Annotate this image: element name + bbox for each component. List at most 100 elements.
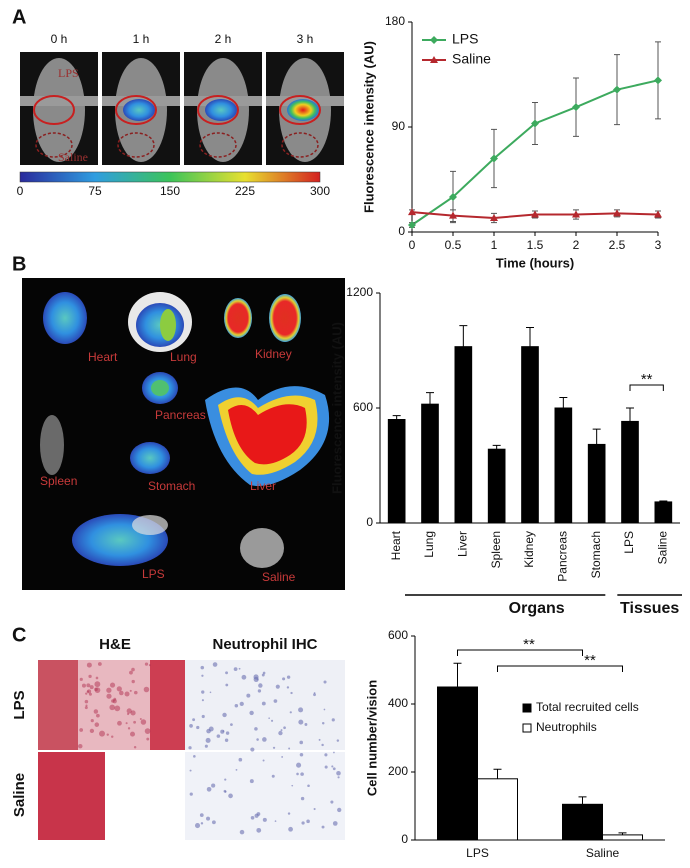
group-label: Organs — [509, 600, 565, 617]
texture — [94, 722, 100, 727]
legend-label: Neutrophils — [536, 720, 597, 734]
texture — [84, 706, 88, 710]
texture — [250, 815, 255, 820]
error-bar — [526, 327, 534, 347]
texture — [196, 725, 200, 730]
y-tick-label: 0 — [401, 832, 408, 846]
texture — [109, 682, 116, 688]
x-tick-label: Pancreas — [556, 531, 570, 582]
texture — [96, 713, 100, 718]
texture — [332, 821, 338, 826]
time-label: 0 h — [51, 32, 68, 46]
panel-label: B — [12, 253, 26, 275]
data-point — [613, 209, 621, 217]
legend-marker — [430, 56, 438, 63]
texture — [291, 784, 294, 787]
signal — [123, 99, 155, 121]
texture — [131, 667, 135, 672]
texture — [239, 701, 244, 706]
y-axis-label: Fluorescence intensity (AU) — [329, 322, 344, 494]
texture — [238, 757, 243, 762]
data-point — [408, 221, 416, 229]
texture — [188, 746, 192, 750]
data-point — [531, 119, 539, 128]
data-point — [654, 210, 662, 218]
data-point — [531, 210, 539, 218]
significance-label: ** — [641, 371, 653, 388]
texture — [336, 770, 341, 776]
bar — [387, 419, 406, 524]
data-point — [449, 193, 457, 201]
texture — [282, 677, 286, 681]
x-axis-label: Time (hours) — [496, 255, 575, 270]
x-tick-label: 3 — [655, 238, 662, 252]
y-axis-label: Cell number/vision — [364, 680, 379, 796]
texture — [300, 772, 304, 776]
group-label: Tissues — [620, 600, 679, 617]
texture — [86, 683, 91, 688]
texture — [287, 812, 291, 815]
error-bar — [618, 832, 627, 835]
x-tick-label: LPS — [622, 531, 636, 554]
texture — [331, 765, 334, 768]
texture — [85, 704, 88, 707]
texture — [131, 679, 135, 684]
y-tick-label: 400 — [388, 696, 408, 710]
texture — [234, 704, 239, 708]
texture — [262, 737, 267, 742]
error-bar — [559, 396, 568, 408]
texture — [288, 747, 291, 750]
texture — [94, 681, 101, 688]
texture — [139, 717, 142, 720]
texture — [281, 756, 284, 758]
texture — [106, 687, 112, 693]
texture — [256, 738, 259, 741]
texture — [127, 727, 131, 730]
organ-image: Heart Lung Kidney Pancreas Spleen Stomac… — [22, 278, 345, 590]
texture — [286, 675, 291, 679]
texture — [230, 723, 233, 727]
texture — [222, 730, 225, 732]
texture — [114, 705, 121, 712]
significance-bracket — [497, 665, 623, 672]
texture — [208, 726, 214, 732]
texture — [84, 699, 89, 704]
bar — [602, 834, 643, 841]
panel-label: C — [12, 624, 26, 646]
texture — [206, 816, 211, 821]
texture — [116, 686, 122, 692]
y-tick-label: 0 — [366, 515, 373, 529]
image-label: LPS — [58, 66, 79, 80]
texture — [193, 755, 196, 758]
texture — [204, 744, 208, 748]
x-tick-label: Kidney — [522, 531, 536, 568]
y-tick-label: 180 — [385, 14, 405, 28]
histology: H&E Neutrophil IHC LPS Saline — [11, 636, 345, 840]
texture — [130, 731, 136, 737]
texture — [144, 728, 151, 734]
texture — [330, 800, 334, 804]
texture — [222, 712, 227, 718]
data-point — [572, 103, 580, 112]
texture — [246, 693, 251, 698]
data-point — [490, 154, 498, 163]
texture — [225, 731, 230, 735]
texture — [228, 793, 233, 799]
texture — [79, 677, 83, 681]
texture — [211, 820, 216, 825]
time-label: 2 h — [215, 32, 232, 46]
roi-circle — [35, 132, 73, 158]
bar — [562, 803, 603, 841]
texture — [211, 783, 216, 788]
texture — [111, 699, 115, 703]
texture — [275, 684, 280, 689]
significance-label: ** — [523, 636, 535, 653]
texture — [324, 765, 328, 769]
data-point — [490, 214, 498, 221]
legend-swatch — [522, 703, 532, 713]
error-bar — [592, 428, 601, 445]
texture — [111, 735, 114, 738]
x-tick-label: Stomach — [589, 531, 603, 578]
mouse-images: 0 h 1 h 2 h 3 h LPS Saline — [19, 32, 344, 183]
x-tick-label: Saline — [586, 846, 620, 860]
